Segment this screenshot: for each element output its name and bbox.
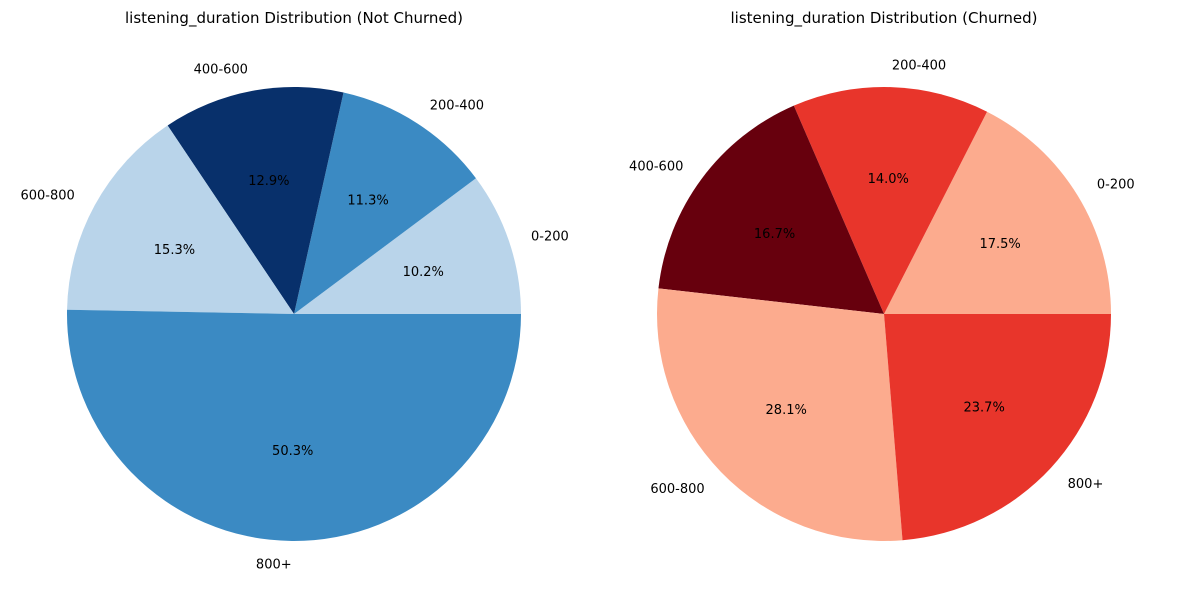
- slice-percent-label: 23.7%: [964, 400, 1005, 415]
- slice-category-label: 200-400: [430, 98, 484, 113]
- slice-category-label: 800+: [256, 558, 292, 573]
- slice-category-label: 0-200: [1097, 178, 1135, 193]
- slice-percent-label: 15.3%: [154, 243, 195, 258]
- pie-churned: 0-200 17.5% 200-400 14.0% 400-600 16.7% 600-80…: [629, 58, 1135, 541]
- slice-percent-label: 50.3%: [272, 444, 313, 459]
- pie-slice-600-800: [67, 125, 294, 314]
- pie-slice-0-200: [294, 178, 521, 314]
- slice-category-label: 0-200: [531, 229, 569, 244]
- slice-percent-label: 11.3%: [347, 194, 388, 209]
- slice-category-label: 600-800: [20, 188, 74, 203]
- slice-percent-label: 14.0%: [868, 172, 909, 187]
- pie-not-churned: 0-200 10.2% 200-400 11.3% 400-600 12.9% 600-80…: [20, 63, 568, 573]
- chart-title-churned: listening_duration Distribution (Churned…: [731, 9, 1038, 28]
- slice-category-label: 200-400: [892, 58, 946, 73]
- slice-percent-label: 10.2%: [403, 265, 444, 280]
- slice-percent-label: 16.7%: [754, 227, 795, 242]
- slice-category-label: 600-800: [650, 482, 704, 497]
- pie-slice-200-400: [793, 87, 988, 314]
- pie-slice-200-400: [294, 92, 476, 315]
- slice-category-label: 400-600: [629, 159, 683, 174]
- slice-percent-label: 12.9%: [248, 174, 289, 189]
- pie-slice-0-200: [884, 111, 1111, 314]
- chart-title-not-churned: listening_duration Distribution (Not Chu…: [125, 9, 463, 28]
- pie-slice-800plus: [884, 314, 1111, 541]
- pie-slice-400-600: [658, 105, 884, 314]
- slice-percent-label: 28.1%: [766, 403, 807, 418]
- slice-category-label: 800+: [1068, 477, 1104, 492]
- pie-slice-400-600: [167, 86, 344, 314]
- slice-percent-label: 17.5%: [979, 237, 1020, 252]
- slice-category-label: 400-600: [194, 63, 248, 78]
- pie-slice-600-800: [657, 288, 903, 541]
- pie-slice-800plus: [66, 309, 521, 542]
